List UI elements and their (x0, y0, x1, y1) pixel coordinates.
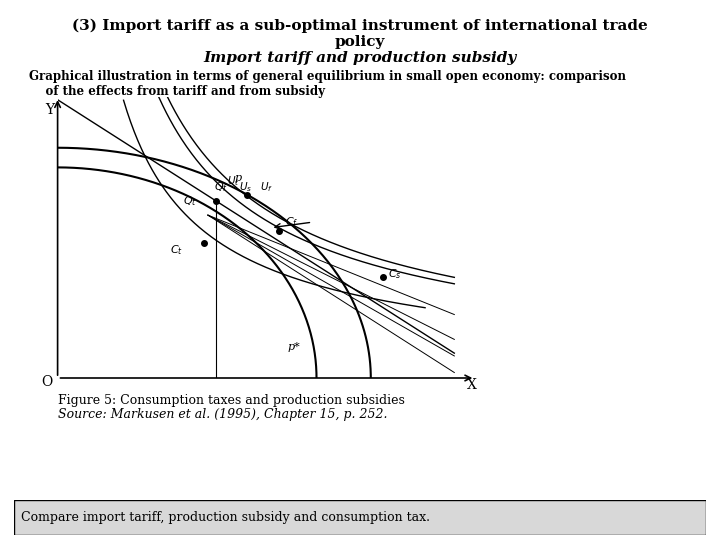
Text: $C_s$: $C_s$ (387, 267, 401, 281)
Text: $Q_f$: $Q_f$ (214, 180, 228, 194)
Text: Graphical illustration in terms of general equilibrium in small open economy: co: Graphical illustration in terms of gener… (29, 70, 626, 98)
Text: (3) Import tariff as a sub-optimal instrument of international trade: (3) Import tariff as a sub-optimal instr… (72, 19, 648, 33)
Text: Y: Y (45, 103, 54, 117)
Text: $Q_t$: $Q_t$ (183, 194, 197, 208)
Text: $U_s$: $U_s$ (239, 180, 253, 194)
Text: Source: Markusen et al. (1995), Chapter 15, p. 252.: Source: Markusen et al. (1995), Chapter … (58, 408, 387, 421)
Text: p: p (235, 173, 242, 183)
Text: Import tariff and production subsidy: Import tariff and production subsidy (203, 51, 517, 65)
Text: policy: policy (335, 35, 385, 49)
Text: O: O (41, 375, 52, 389)
Text: Figure 5: Consumption taxes and production subsidies: Figure 5: Consumption taxes and producti… (58, 394, 405, 407)
Text: X: X (467, 378, 477, 392)
Text: $U_t$: $U_t$ (227, 174, 239, 188)
FancyBboxPatch shape (14, 500, 706, 535)
Text: $U_f$: $U_f$ (260, 180, 273, 194)
Text: Compare import tariff, production subsidy and consumption tax.: Compare import tariff, production subsid… (22, 510, 431, 524)
Text: $C_t$: $C_t$ (171, 243, 184, 257)
Text: $C_f$: $C_f$ (285, 215, 299, 229)
Text: p*: p* (287, 342, 300, 352)
